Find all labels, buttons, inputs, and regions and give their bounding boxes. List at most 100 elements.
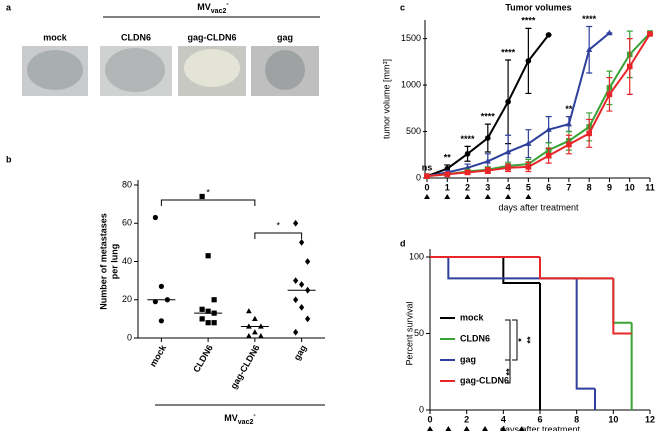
point	[545, 32, 552, 38]
point	[606, 91, 613, 98]
group-label-sub: vac2	[238, 419, 254, 426]
y-tick-label: 0	[416, 172, 421, 182]
point	[545, 152, 552, 159]
photo	[105, 48, 165, 92]
point	[485, 167, 491, 174]
point	[305, 258, 311, 265]
survival-step	[502, 257, 540, 285]
point	[586, 130, 592, 137]
treatment-marker	[463, 426, 470, 431]
group-label-main: MV	[224, 413, 238, 423]
y-tick-label: 500	[406, 126, 421, 136]
point	[464, 164, 471, 171]
x-tick-label: 2	[464, 414, 469, 424]
photo-label: gag-CLDN6	[188, 32, 237, 42]
y-tick-label: 20	[122, 294, 132, 304]
photo-label: mock	[43, 32, 68, 42]
significance: *	[516, 338, 526, 342]
treatment-marker	[505, 194, 512, 199]
treatment-marker	[518, 426, 525, 431]
point	[205, 320, 211, 326]
point	[299, 281, 305, 288]
survival-step	[612, 278, 632, 324]
y-tick-label: 80	[122, 179, 132, 189]
significance: ****	[521, 16, 536, 26]
point	[252, 315, 258, 321]
significance: **	[565, 104, 573, 114]
point	[293, 277, 299, 285]
photo-label: CLDN6	[121, 32, 151, 42]
treatment-marker	[424, 194, 430, 199]
photo	[184, 49, 240, 87]
x-tick-label: 0	[427, 414, 432, 424]
x-tick-label: mock	[148, 342, 169, 368]
treatment-marker	[525, 194, 532, 199]
series-line	[426, 32, 651, 178]
y-tick-label: 100	[409, 251, 424, 261]
treatment-marker	[427, 426, 433, 431]
axes	[424, 20, 650, 179]
x-tick-label: 1	[445, 182, 450, 192]
x-tick-label: gag-CLDN6	[229, 343, 262, 390]
point	[211, 297, 217, 303]
point	[293, 219, 299, 227]
point	[211, 320, 217, 326]
point	[199, 316, 205, 322]
group-label: MVvac2-	[224, 412, 256, 426]
y-axis-label: Number of metastases	[98, 213, 108, 310]
x-tick-label: 8	[574, 414, 579, 424]
group-label-sup: -	[226, 1, 229, 8]
survival-step	[539, 257, 614, 280]
survival-step	[539, 257, 614, 280]
treatment-marker	[464, 194, 471, 199]
point	[525, 140, 532, 146]
point	[505, 148, 512, 155]
photo-label: gag	[277, 32, 293, 42]
group-label-sub: vac2	[211, 8, 227, 15]
treatment-marker	[445, 426, 452, 431]
x-tick-label: 9	[607, 182, 612, 192]
panel-letter: b	[6, 154, 12, 164]
y-tick-label: 0	[419, 404, 424, 414]
point	[258, 323, 264, 329]
point	[566, 141, 572, 148]
point	[246, 323, 252, 329]
point	[545, 126, 552, 132]
x-tick-label: 10	[625, 182, 635, 192]
y-axis-label: tumor volume [mm³]	[381, 59, 391, 139]
group-label-sup: -	[253, 412, 256, 419]
x-tick-label: 4	[501, 414, 506, 424]
panel-letter: d	[400, 238, 406, 248]
bracket	[160, 199, 256, 206]
point	[484, 157, 491, 164]
point	[205, 308, 211, 314]
legend-label: gag-CLDN6	[460, 375, 509, 385]
point	[565, 120, 572, 127]
significance: **	[504, 368, 514, 376]
significance: ****	[461, 134, 476, 144]
x-axis-label: days after treatment	[498, 202, 579, 212]
x-tick-label: 2	[465, 182, 470, 192]
point	[293, 296, 299, 304]
point	[152, 299, 158, 305]
treatment-marker	[444, 194, 451, 199]
point	[299, 304, 305, 311]
y-axis-label: per lung	[109, 244, 119, 280]
x-tick-label: 8	[587, 182, 592, 192]
significance: ****	[582, 14, 597, 24]
x-tick-label: 12	[645, 414, 655, 424]
panel-letter: c	[400, 2, 405, 12]
photo-panel	[22, 16, 320, 96]
point	[246, 308, 252, 314]
y-axis-label: Percent survival	[404, 301, 414, 365]
point	[424, 173, 430, 179]
point	[525, 164, 532, 170]
point	[293, 328, 299, 336]
point	[246, 332, 252, 339]
chart-title: Tumor volumes	[505, 2, 571, 12]
significance: **	[444, 152, 452, 162]
point	[444, 171, 451, 178]
survival-step	[447, 257, 577, 280]
legend-label: gag	[460, 354, 476, 364]
